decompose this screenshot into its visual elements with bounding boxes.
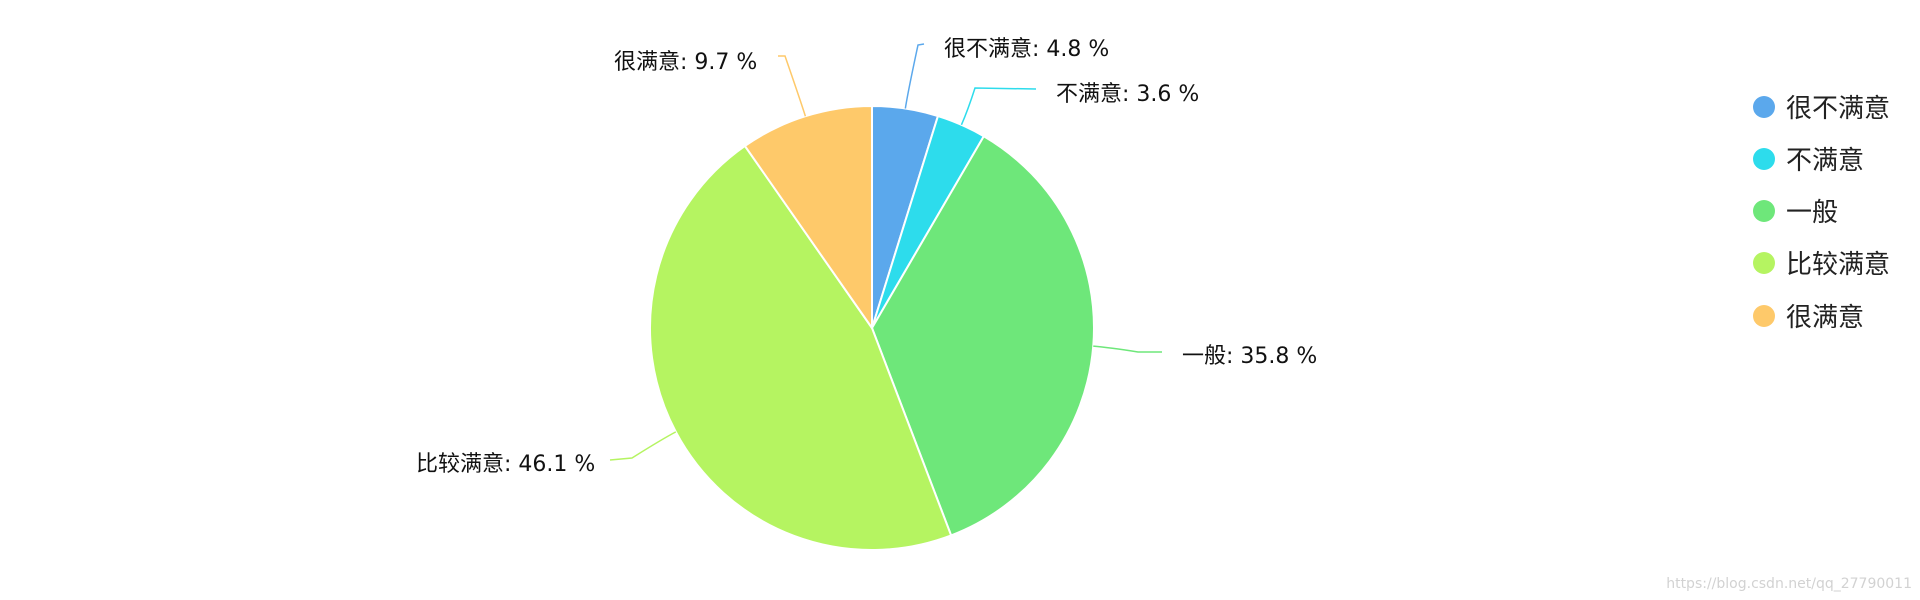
leader-very-dissatisfied [904, 43, 925, 109]
legend-label: 比较满意 [1786, 250, 1890, 280]
legend-item-very-dissatisfied[interactable]: 很不满意 [1753, 94, 1890, 124]
legend-marker-icon [1753, 305, 1775, 327]
legend-label: 很满意 [1786, 303, 1864, 333]
legend-marker-icon [1753, 96, 1775, 118]
legend-item-very-satisfied[interactable]: 很满意 [1753, 303, 1864, 333]
slice-label-very-dissatisfied: 很不满意: 4.8 % [944, 37, 1109, 62]
slice-label-neutral: 一般: 35.8 % [1182, 344, 1317, 369]
legend-item-dissatisfied[interactable]: 不满意 [1753, 146, 1864, 176]
slice-very-satisfied[interactable] [743, 104, 873, 332]
leader-fairly-satisfied [609, 431, 677, 461]
slice-neutral[interactable] [870, 134, 1095, 537]
slice-labels: 很不满意: 4.8 % 不满意: 3.6 % 一般: 35.8 % 比较满意: … [416, 37, 1317, 477]
legend-label: 很不满意 [1786, 94, 1890, 124]
legend-label: 一般 [1786, 198, 1838, 228]
legend-marker-icon [1753, 148, 1775, 170]
pie-slices [649, 104, 1095, 551]
legend: 很不满意 不满意 一般 比较满意 很满意 [1753, 94, 1890, 333]
leader-neutral [1093, 345, 1162, 353]
leader-very-satisfied [778, 55, 807, 117]
legend-marker-icon [1753, 252, 1775, 274]
legend-marker-icon [1753, 200, 1775, 222]
watermark: https://blog.csdn.net/qq_27790011 [1666, 576, 1912, 592]
legend-label: 不满意 [1786, 146, 1864, 176]
slice-label-fairly-satisfied: 比较满意: 46.1 % [416, 452, 595, 477]
legend-item-neutral[interactable]: 一般 [1753, 198, 1838, 228]
legend-item-fairly-satisfied[interactable]: 比较满意 [1753, 250, 1890, 280]
slice-fairly-satisfied[interactable] [649, 144, 953, 551]
label-leader-lines [609, 43, 1162, 461]
slice-label-dissatisfied: 不满意: 3.6 % [1056, 82, 1199, 107]
slice-label-very-satisfied: 很满意: 9.7 % [614, 50, 757, 75]
leader-dissatisfied [960, 87, 1037, 126]
